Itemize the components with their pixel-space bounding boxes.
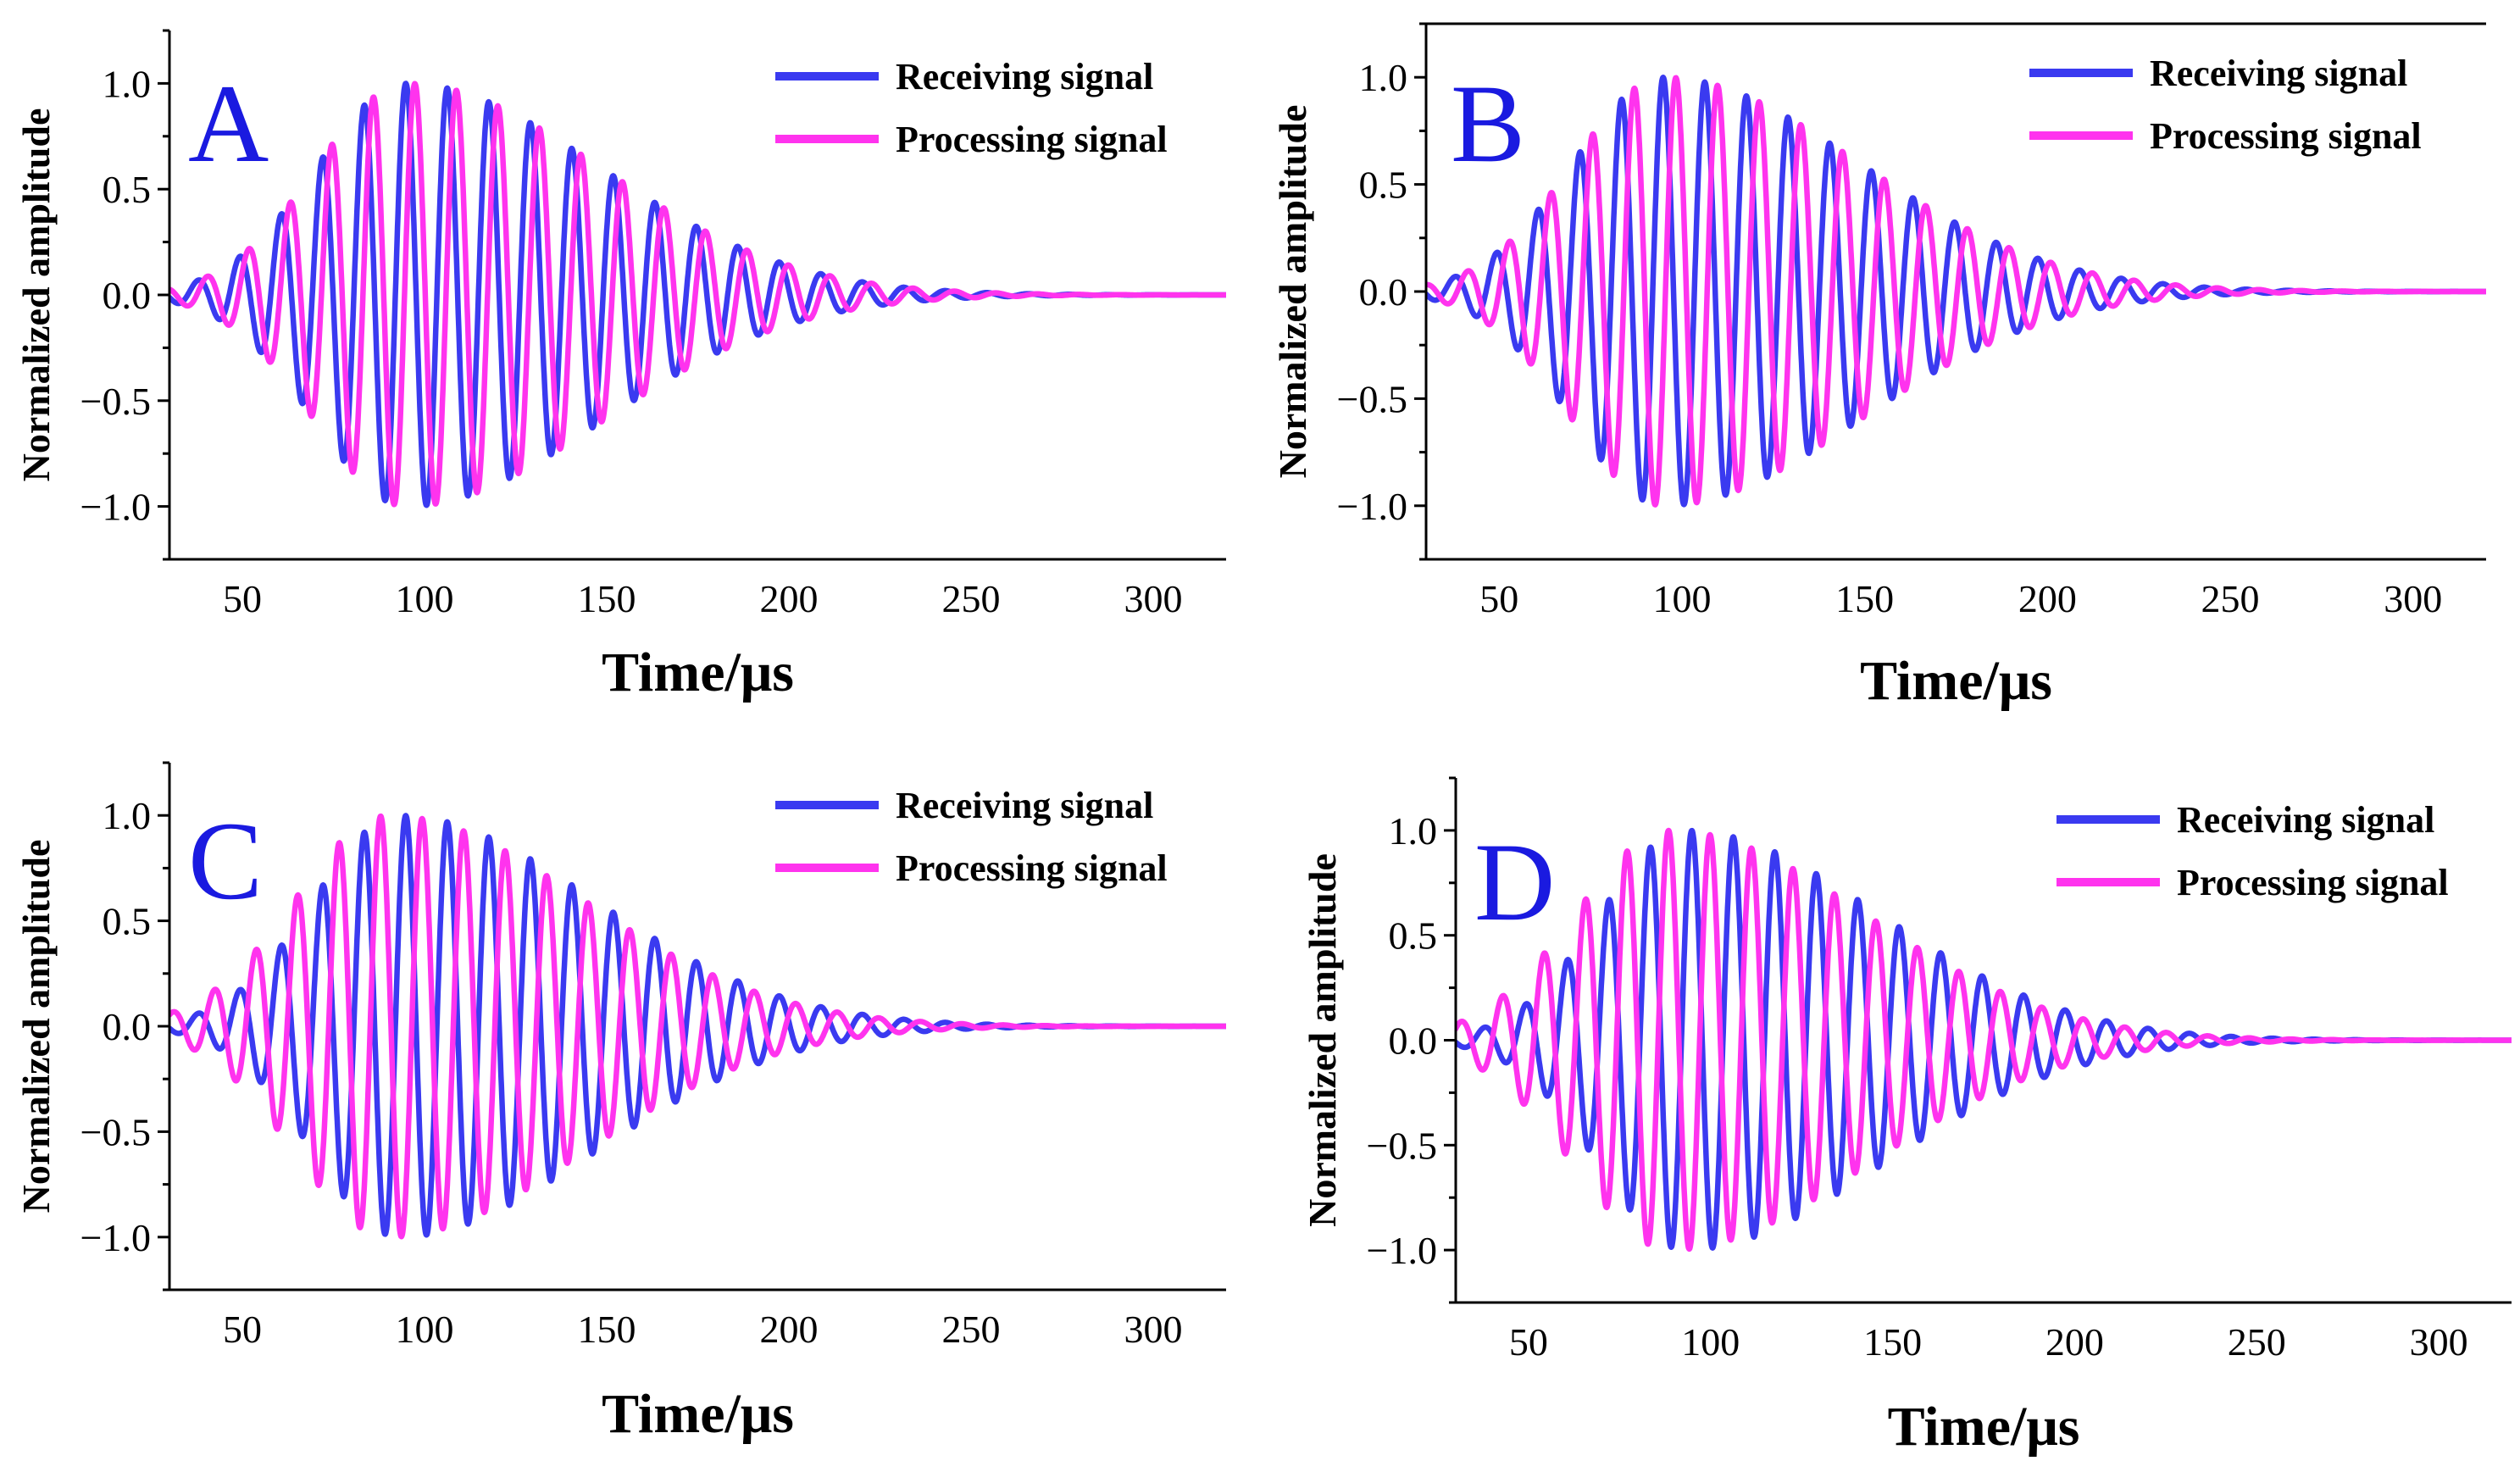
x-tick-label: 50: [223, 577, 262, 620]
legend: Receiving signal Processing signal: [2057, 799, 2449, 903]
x-tick-label: 200: [760, 577, 819, 620]
x-axis-title: Time/μs: [1860, 650, 2052, 712]
x-tick-label: 200: [760, 1308, 819, 1351]
x-axis-title: Time/μs: [1888, 1396, 2080, 1458]
x-tick-label: 250: [942, 1308, 1001, 1351]
legend: Receiving signal Processing signal: [2029, 53, 2422, 157]
panel-letter-d: D: [1474, 819, 1555, 944]
y-tick-label: −0.5: [80, 1110, 151, 1153]
x-tick-label: 150: [578, 1308, 636, 1351]
y-tick-label: −1.0: [1337, 485, 1407, 528]
y-tick-label: −0.5: [1367, 1124, 1437, 1167]
plot-area: [169, 81, 1226, 508]
legend-label: Processing signal: [2177, 862, 2449, 903]
y-tick-label: 0.0: [103, 274, 152, 317]
legend-label: Receiving signal: [896, 785, 1153, 826]
y-axis-title: Normalized amplitude: [14, 840, 58, 1214]
x-tick-label: 250: [2201, 577, 2260, 620]
legend: Receiving signal Processing signal: [775, 56, 1168, 160]
chart-panel-a: 50 100 150 200 250 300 −1.0 −0.5 0.0 0.5 1.0 Time/μ…: [14, 29, 1226, 703]
plot-area: [1456, 827, 2512, 1253]
x-tick-label: 50: [1509, 1320, 1548, 1364]
x-tick-label: 250: [2228, 1320, 2286, 1364]
legend: Receiving signal Processing signal: [775, 785, 1168, 889]
x-tick-label: 200: [2045, 1320, 2104, 1364]
chart-panel-d: 50 100 150 200 250 300 −1.0 −0.5 0.0 0.5 1.0 Time/μ…: [1301, 776, 2512, 1458]
y-axis-title: Normalized amplitude: [14, 108, 58, 482]
y-tick-label: 0.0: [1389, 1019, 1438, 1063]
x-tick-label: 50: [223, 1308, 262, 1351]
series-line-processing: [1456, 827, 2512, 1253]
y-axis-title: Normalized amplitude: [1271, 105, 1314, 479]
series-line-processing: [1426, 75, 2486, 508]
chart-panel-c: 50 100 150 200 250 300 −1.0 −0.5 0.0 0.5 1.0 Time/μ…: [14, 761, 1226, 1445]
plot-area: [1426, 75, 2486, 508]
y-tick-label: −1.0: [1367, 1229, 1437, 1272]
y-tick-label: 0.5: [1389, 914, 1438, 958]
y-tick-label: 0.0: [103, 1005, 152, 1048]
x-tick-label: 300: [2410, 1320, 2468, 1364]
series-line-processing: [169, 81, 1226, 508]
x-tick-label: 250: [942, 577, 1001, 620]
legend-label: Processing signal: [896, 847, 1168, 889]
plot-area: [169, 813, 1226, 1240]
y-tick-label: −0.5: [80, 380, 151, 423]
y-tick-label: 0.0: [1359, 270, 1408, 314]
x-tick-label: 100: [1681, 1320, 1740, 1364]
y-tick-label: 0.5: [1359, 164, 1408, 207]
x-tick-label: 200: [2018, 577, 2077, 620]
y-tick-label: −0.5: [1337, 377, 1407, 420]
panel-letter-a: A: [188, 61, 269, 186]
x-tick-label: 150: [1835, 577, 1894, 620]
x-tick-label: 100: [396, 1308, 454, 1351]
y-tick-label: 1.0: [103, 794, 152, 837]
series-line-processing: [169, 813, 1226, 1240]
x-tick-label: 300: [1124, 1308, 1183, 1351]
legend-label: Receiving signal: [2177, 799, 2434, 841]
x-tick-label: 150: [1863, 1320, 1922, 1364]
chart-panel-b: 50 100 150 200 250 300 −1.0 −0.5 0.0 0.5 1.0 Time/μ…: [1271, 22, 2486, 712]
x-axis-title: Time/μs: [602, 1383, 794, 1445]
x-tick-label: 100: [1652, 577, 1711, 620]
x-tick-label: 100: [396, 577, 454, 620]
panel-letter-c: C: [188, 798, 263, 923]
y-tick-label: 1.0: [1359, 56, 1408, 99]
y-tick-label: −1.0: [80, 1216, 151, 1259]
y-tick-label: 0.5: [103, 900, 152, 943]
x-tick-label: 300: [1124, 577, 1183, 620]
x-axis-title: Time/μs: [602, 642, 794, 703]
legend-label: Receiving signal: [2150, 53, 2407, 94]
y-axis-title: Normalized amplitude: [1301, 853, 1344, 1227]
y-tick-label: 1.0: [1389, 809, 1438, 853]
y-tick-label: 0.5: [103, 168, 152, 211]
x-tick-label: 50: [1479, 577, 1518, 620]
y-tick-label: 1.0: [103, 62, 152, 105]
x-tick-label: 150: [578, 577, 636, 620]
legend-label: Processing signal: [896, 119, 1168, 160]
panel-letter-b: B: [1451, 61, 1525, 186]
x-tick-label: 300: [2384, 577, 2442, 620]
legend-label: Processing signal: [2150, 115, 2422, 157]
y-tick-label: −1.0: [80, 486, 151, 529]
legend-label: Receiving signal: [896, 56, 1153, 97]
